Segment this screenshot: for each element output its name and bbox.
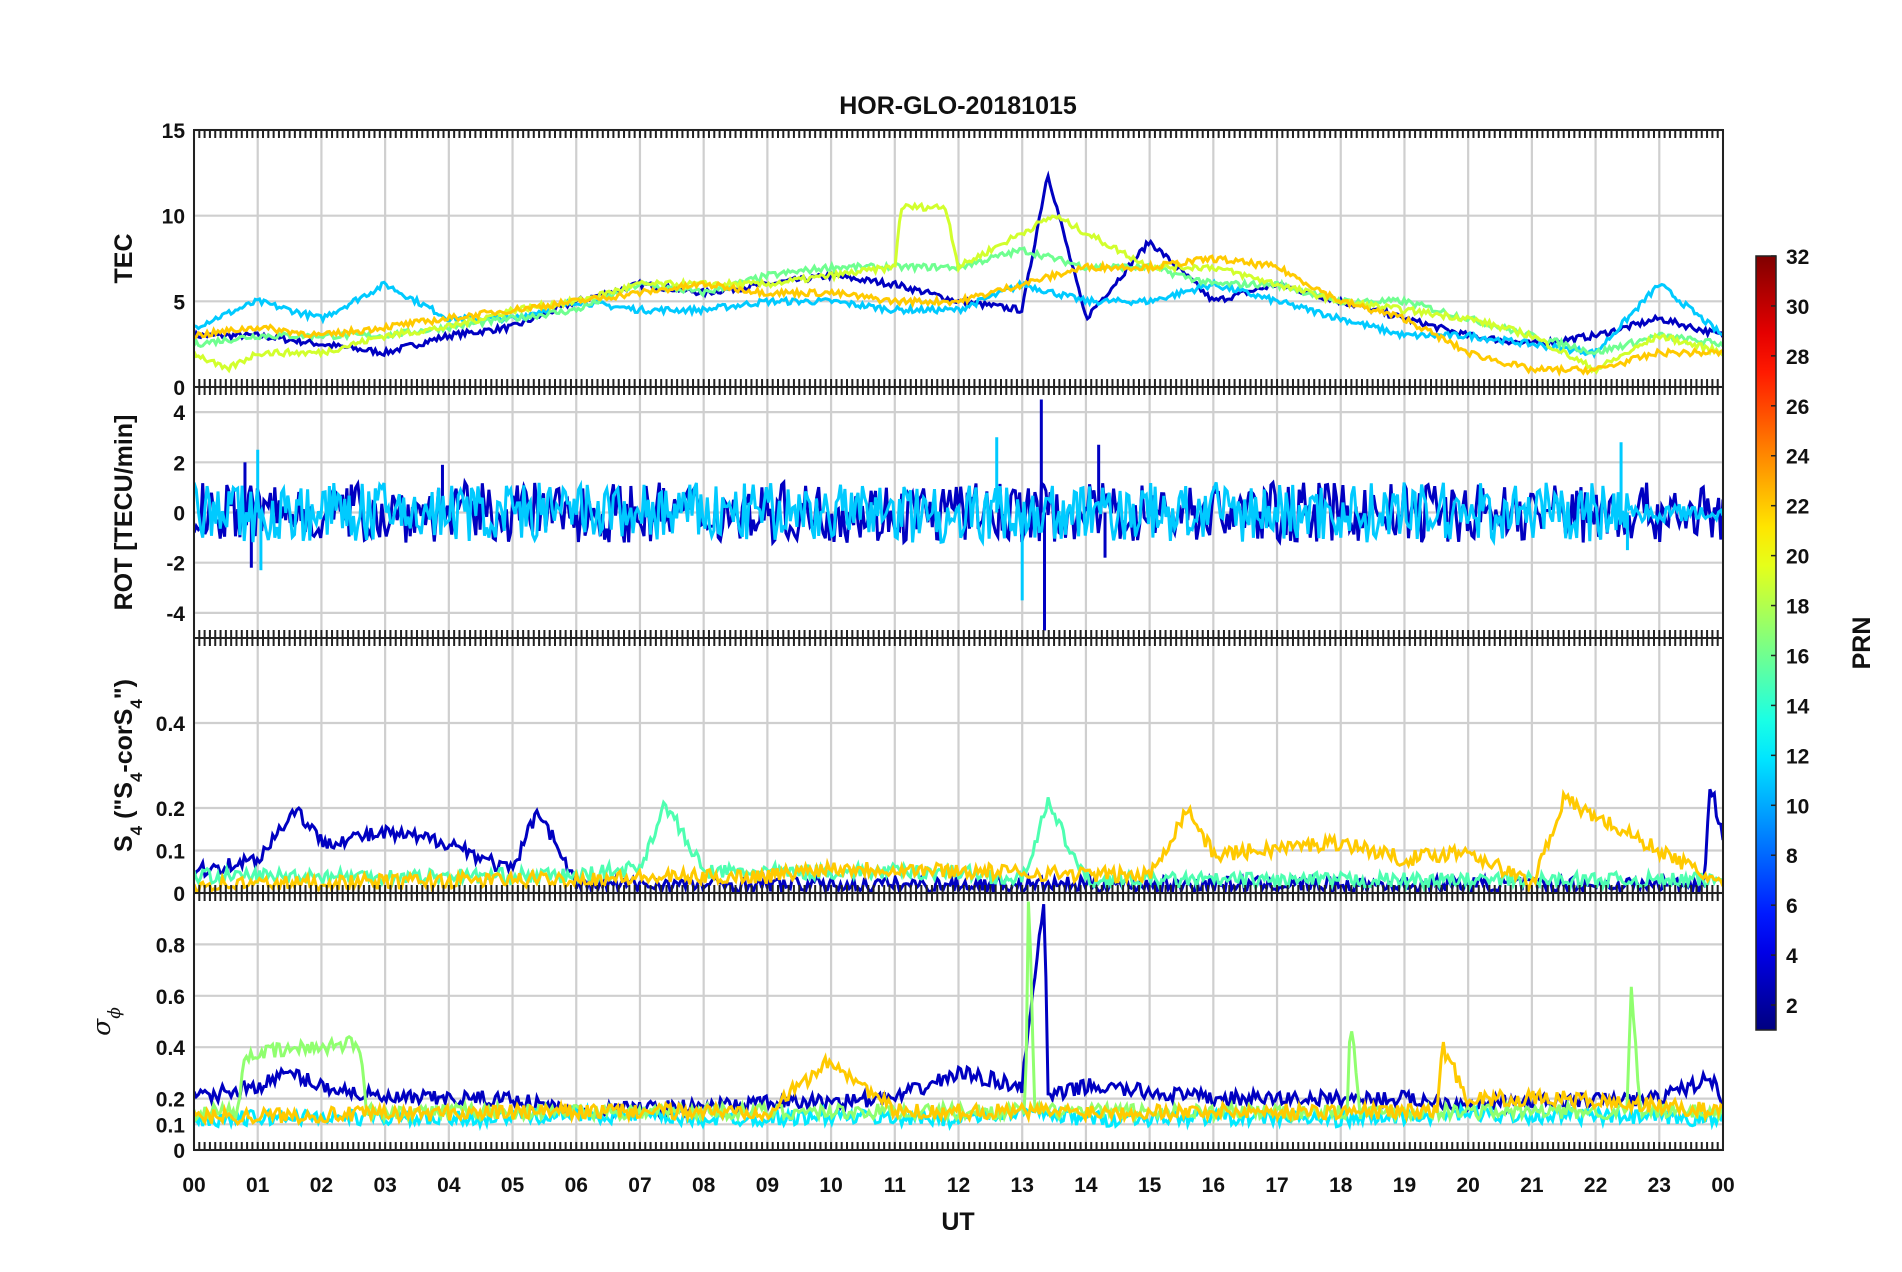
minor-ticks bbox=[193, 893, 1724, 1150]
panel-1: 0 5 10 15 TEC bbox=[110, 120, 1725, 400]
x-tick-label: 07 bbox=[628, 1174, 651, 1197]
x-tick-label: 16 bbox=[1202, 1174, 1225, 1197]
chart-title: HOR-GLO-20181015 bbox=[839, 92, 1077, 120]
y-tick-label: 0.2 bbox=[156, 798, 185, 821]
colorbar-tick-label: 26 bbox=[1786, 396, 1809, 419]
y-tick-label: 5 bbox=[173, 291, 185, 314]
colorbar-tick-label: 20 bbox=[1786, 546, 1809, 569]
minor-ticks bbox=[193, 387, 1724, 638]
x-tick-label: 13 bbox=[1011, 1174, 1034, 1197]
x-tick-label: 23 bbox=[1648, 1174, 1671, 1197]
y-tick-label: 0 bbox=[173, 883, 185, 906]
y-tick-label: 0.2 bbox=[156, 1089, 185, 1112]
x-tick-label: 00 bbox=[1711, 1174, 1734, 1197]
x-tick-label: 17 bbox=[1265, 1174, 1288, 1197]
y-tick-label: 0.8 bbox=[156, 934, 186, 957]
y-tick-label: 15 bbox=[162, 120, 186, 143]
x-tick-labels: 00 01 02 03 04 05 06 07 08 09 10 11 12 13 14 15 16 17 18 19… bbox=[182, 1174, 1734, 1197]
x-tick-label: 10 bbox=[819, 1174, 842, 1197]
colorbar-tick-label: 30 bbox=[1786, 296, 1809, 319]
y-tick-label: 0.1 bbox=[156, 841, 186, 864]
y-tick-label: 0.4 bbox=[156, 713, 186, 736]
x-tick-label: 20 bbox=[1456, 1174, 1479, 1197]
colorbar-tick-label: 16 bbox=[1786, 645, 1809, 668]
y-axis-label: ROT [TECU/min] bbox=[110, 415, 138, 611]
x-tick-label: 19 bbox=[1393, 1174, 1416, 1197]
x-tick-label: 06 bbox=[565, 1174, 588, 1197]
panel-3: 0 0.1 0.2 0.4 S4 ("S4-corS4") bbox=[110, 637, 1725, 906]
colorbar-tick-label: 6 bbox=[1786, 895, 1798, 918]
minor-ticks bbox=[193, 638, 1724, 893]
colorbar-tick-label: 14 bbox=[1786, 695, 1810, 718]
x-tick-label: 05 bbox=[501, 1174, 525, 1197]
x-tick-label: 03 bbox=[373, 1174, 396, 1197]
x-tick-label: 08 bbox=[692, 1174, 716, 1197]
series-group bbox=[194, 170, 1723, 377]
series-line-prn-22 bbox=[194, 254, 1723, 377]
y-tick-label: 0 bbox=[173, 377, 185, 400]
y-tick-label: 0.4 bbox=[156, 1037, 186, 1060]
grid bbox=[192, 638, 1725, 895]
series-line-prn-11 bbox=[194, 479, 1723, 547]
colorbar-tick-label: 8 bbox=[1786, 845, 1798, 868]
x-tick-label: 01 bbox=[246, 1174, 270, 1197]
colorbar-gradient bbox=[1755, 255, 1777, 1031]
colorbar-tick-label: 12 bbox=[1786, 745, 1809, 768]
x-tick-label: 04 bbox=[437, 1174, 461, 1197]
panel-2: -4 -2 0 2 4 ROT [TECU/min] bbox=[110, 386, 1725, 639]
x-tick-label: 18 bbox=[1329, 1174, 1353, 1197]
colorbar-tick-label: 10 bbox=[1786, 795, 1809, 818]
x-tick-label: 00 bbox=[182, 1174, 205, 1197]
y-tick-label: 0.1 bbox=[156, 1114, 186, 1137]
series-line-prn-22 bbox=[194, 788, 1723, 893]
colorbar-tick-label: 24 bbox=[1786, 446, 1810, 469]
grid bbox=[192, 128, 1725, 389]
y-tick-label: -2 bbox=[166, 553, 185, 576]
series-group bbox=[194, 399, 1723, 631]
y-tick-label: 2 bbox=[173, 452, 185, 475]
x-tick-label: 02 bbox=[310, 1174, 333, 1197]
colorbar-tick-label: 18 bbox=[1786, 596, 1810, 619]
series-line-prn-19 bbox=[194, 201, 1723, 375]
x-tick-label: 11 bbox=[884, 1174, 907, 1197]
y-tick-label: 4 bbox=[173, 402, 185, 425]
y-tick-label: 0.6 bbox=[156, 986, 185, 1009]
x-axis-label: UT bbox=[941, 1208, 974, 1236]
x-tick-label: 14 bbox=[1074, 1174, 1098, 1197]
colorbar-tick-label: 28 bbox=[1786, 346, 1810, 369]
colorbar-label: PRN bbox=[1848, 617, 1876, 670]
minor-ticks bbox=[193, 130, 1724, 387]
x-tick-label: 09 bbox=[756, 1174, 779, 1197]
x-tick-label: 12 bbox=[947, 1174, 970, 1197]
y-axis-label: σϕ bbox=[87, 1007, 125, 1036]
series-group bbox=[194, 901, 1723, 1132]
panel-4: 0 0.10.2 0.4 0.6 0.8 σϕ bbox=[87, 892, 1725, 1163]
y-tick-label: 10 bbox=[162, 206, 185, 229]
y-axis-label: TEC bbox=[110, 234, 138, 284]
colorbar-tick-label: 32 bbox=[1786, 246, 1809, 269]
x-tick-label: 21 bbox=[1520, 1174, 1544, 1197]
series-line-prn-22 bbox=[194, 1041, 1723, 1127]
series-line-prn-11 bbox=[194, 278, 1723, 359]
x-tick-label: 15 bbox=[1138, 1174, 1162, 1197]
y-tick-label: -4 bbox=[166, 603, 185, 626]
colorbar-tick-label: 22 bbox=[1786, 496, 1809, 519]
y-tick-label: 0 bbox=[173, 1140, 185, 1163]
y-tick-label: 0 bbox=[173, 503, 185, 526]
x-tick-label: 22 bbox=[1584, 1174, 1607, 1197]
colorbar-tick-label: 4 bbox=[1786, 945, 1798, 968]
colorbar-tick-label: 2 bbox=[1786, 995, 1798, 1018]
y-axis-label: S4 ("S4-corS4") bbox=[110, 679, 146, 852]
